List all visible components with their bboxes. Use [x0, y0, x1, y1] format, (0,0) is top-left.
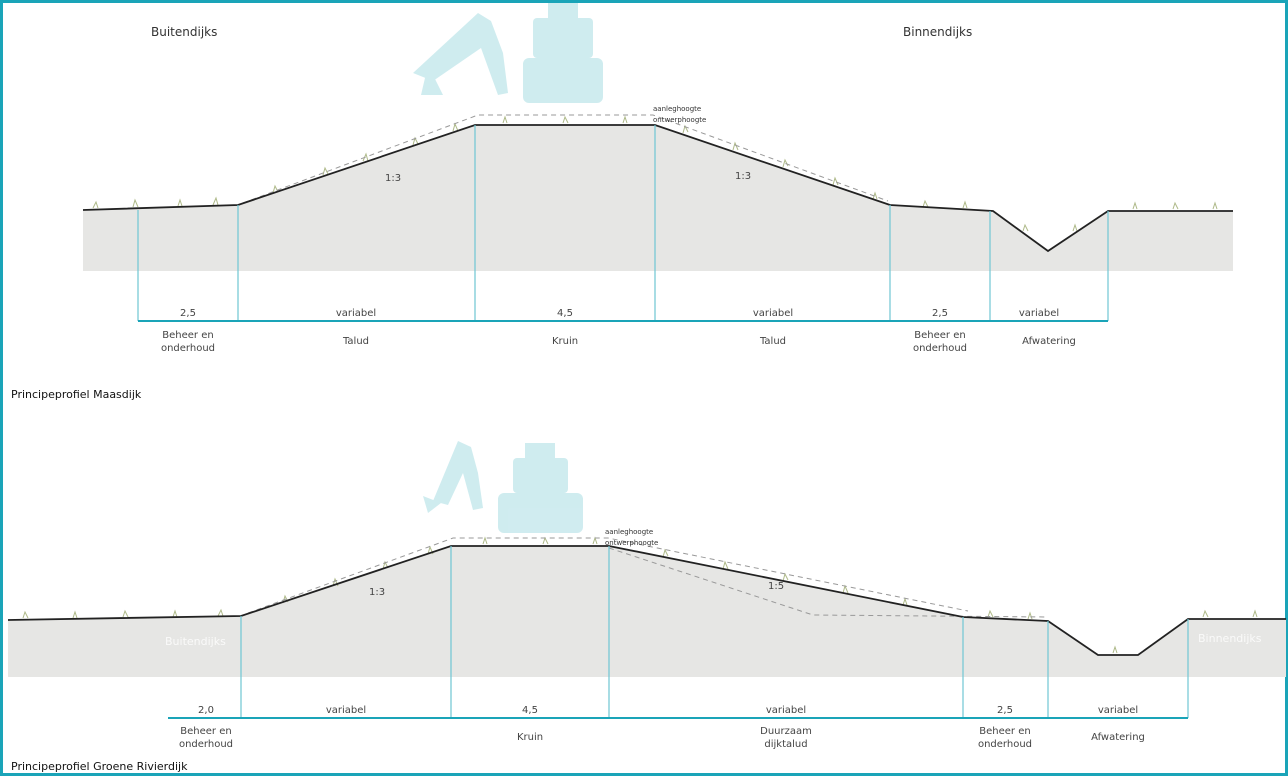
- top-dim-5: 2,5: [932, 308, 948, 319]
- top-zone-6: Afwatering: [1022, 336, 1076, 347]
- bottom-zone-2: Kruin: [517, 732, 543, 743]
- top-outside-label: Buitendijks: [151, 25, 217, 39]
- bottom-slope-left: 1:3: [369, 587, 385, 598]
- bottom-surface-line: [7, 545, 1286, 656]
- bottom-level-ontwerp: ontwerphoogte: [605, 539, 658, 547]
- bottom-slope-right: 1:5: [768, 581, 784, 592]
- bottom-dim-3: 4,5: [522, 705, 538, 716]
- top-dim-4: variabel: [753, 308, 793, 319]
- bottom-dimension-verticals: [240, 546, 1189, 718]
- top-level-aanleg: aanleghoogte: [653, 105, 701, 113]
- top-zone-3: Kruin: [552, 336, 578, 347]
- bottom-profile-title: Principeprofiel Groene Rivierdijk: [11, 760, 188, 773]
- bottom-dimension-values: 2,0 variabel 4,5 variabel 2,5 variabel: [198, 705, 1138, 716]
- bottom-zone-1: Beheer en onderhoud: [179, 726, 233, 750]
- top-zone-2: Talud: [342, 336, 369, 347]
- bottom-dike-body: [8, 546, 1286, 677]
- top-zone-5: Beheer en onderhoud: [913, 330, 967, 354]
- top-slope-right: 1:3: [735, 171, 751, 182]
- top-dim-1: 2,5: [180, 308, 196, 319]
- top-inside-label: Binnendijks: [903, 25, 972, 39]
- bottom-dim-6: variabel: [1098, 705, 1138, 716]
- bottom-old-slope-line: [608, 547, 1049, 618]
- excavator-watermark-icon: [413, 3, 603, 103]
- bottom-outside-label: Buitendijks: [165, 635, 226, 648]
- top-design-height-line: [242, 114, 889, 204]
- top-dike-body: [83, 125, 1233, 271]
- bottom-zone-labels: Beheer en onderhoud Kruin Duurzaam dijktal…: [179, 726, 1145, 750]
- top-dimension-verticals: [137, 125, 1109, 321]
- bottom-zone-5: Afwatering: [1091, 732, 1145, 743]
- bottom-dim-1: 2,0: [198, 705, 214, 716]
- bottom-dim-2: variabel: [326, 705, 366, 716]
- top-zone-labels: Beheer en onderhoud Talud Kruin Talud Beh…: [161, 330, 1076, 354]
- top-profile-title: Principeprofiel Maasdijk: [11, 388, 142, 401]
- top-dimension-values: 2,5 variabel 4,5 variabel 2,5 variabel: [180, 308, 1059, 319]
- top-zone-4: Talud: [759, 336, 786, 347]
- dike-profiles-diagram: Buitendijks Binnendijks aanleghoogte ont…: [7, 3, 1286, 773]
- bottom-profile: Buitendijks Binnendijks aanleghoogte ont…: [7, 441, 1286, 773]
- top-profile: Buitendijks Binnendijks aanleghoogte ont…: [11, 3, 1233, 401]
- bottom-dim-4: variabel: [766, 705, 806, 716]
- bottom-design-height-line: [247, 537, 969, 614]
- bottom-zone-4: Beheer en onderhoud: [978, 726, 1032, 750]
- top-level-ontwerp: ontwerphoogte: [653, 116, 706, 124]
- bottom-dim-5: 2,5: [997, 705, 1013, 716]
- excavator-watermark-icon: [423, 441, 583, 533]
- top-zone-1: Beheer en onderhoud: [161, 330, 215, 354]
- top-dim-3: 4,5: [557, 308, 573, 319]
- top-slope-left: 1:3: [385, 173, 401, 184]
- top-dim-2: variabel: [336, 308, 376, 319]
- bottom-zone-3: Duurzaam dijktalud: [760, 726, 812, 750]
- bottom-inside-label: Binnendijks: [1198, 632, 1262, 645]
- bottom-level-aanleg: aanleghoogte: [605, 528, 653, 536]
- top-dim-6: variabel: [1019, 308, 1059, 319]
